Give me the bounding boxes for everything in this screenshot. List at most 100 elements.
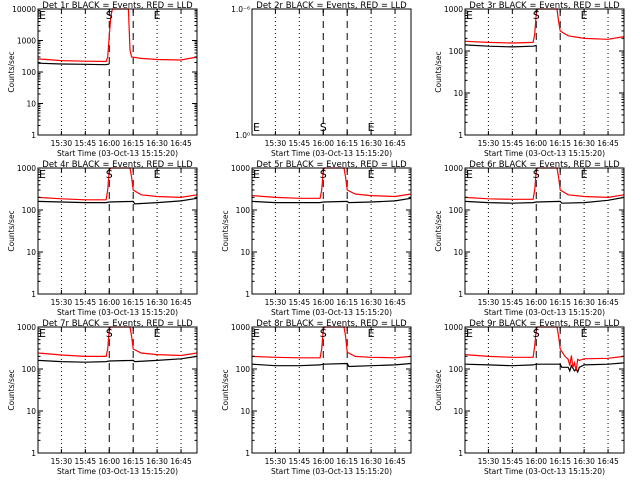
- y-axis-label: Counts/sec: [7, 210, 16, 251]
- panel-det-2r: Det 2r BLACK = Events, RED = LLD 15:30 15:…: [231, 1, 412, 158]
- x-tick-label: 16:00: [98, 139, 120, 148]
- marker-e: E: [253, 327, 260, 340]
- x-tick-label: 16:00: [525, 457, 547, 466]
- marker-s: S: [106, 168, 113, 181]
- x-tick-label: 16:15: [336, 139, 358, 148]
- x-tick-label: 15:30: [265, 457, 287, 466]
- series-line-events: [464, 44, 537, 48]
- x-tick-label: 16:30: [573, 298, 595, 307]
- x-tick-label: 15:30: [265, 298, 287, 307]
- x-tick-label: 16:30: [573, 139, 595, 148]
- x-tick-label: 15:30: [478, 457, 500, 466]
- y-tick-label: 100: [236, 365, 251, 374]
- panel-title: Det 2r BLACK = Events, RED = LLD: [256, 1, 407, 11]
- y-tick-label: 1: [245, 449, 250, 458]
- panel-title: Det 5r BLACK = Events, RED = LLD: [256, 160, 407, 170]
- y-axis-label: Counts/sec: [7, 51, 16, 92]
- x-tick-label: 16:00: [312, 139, 334, 148]
- marker-e: E: [39, 9, 46, 22]
- plot-frame: [464, 167, 625, 295]
- x-tick-label: 16:00: [312, 457, 334, 466]
- marker-s: S: [533, 9, 540, 22]
- panel-det-4r: Det 4r BLACK = Events, RED = LLD 15:30 15:…: [7, 160, 198, 317]
- x-tick-label: 15:30: [51, 457, 73, 466]
- panel-title: Det 6r BLACK = Events, RED = LLD: [469, 160, 620, 170]
- marker-e: E: [368, 168, 375, 181]
- y-tick-label: 1000: [444, 323, 463, 332]
- plot-frame: [37, 326, 198, 454]
- y-tick-label: 10: [26, 100, 36, 109]
- marker-s: S: [106, 9, 113, 22]
- x-axis-label: Start Time (03-Oct-13 15:15:20): [484, 308, 605, 317]
- x-tick-label: 16:15: [549, 457, 571, 466]
- x-tick-label: 16:15: [122, 457, 144, 466]
- y-tick-label: 10: [26, 407, 36, 416]
- y-tick-label: 1.0⁰: [235, 131, 250, 140]
- x-axis-label: Start Time (03-Oct-13 15:15:20): [484, 467, 605, 476]
- x-tick-label: 15:30: [51, 298, 73, 307]
- y-tick-label: 100: [22, 206, 37, 215]
- y-tick-label: 100: [236, 206, 251, 215]
- plot-frame: [251, 167, 412, 295]
- x-tick-label: 15:45: [75, 298, 97, 307]
- x-tick-label: 16:30: [573, 457, 595, 466]
- panel-det-1r: Det 1r BLACK = Events, RED = LLD 15:30 15:…: [7, 1, 198, 158]
- x-tick-label: 16:30: [146, 139, 168, 148]
- panel-title: Det 4r BLACK = Events, RED = LLD: [42, 160, 193, 170]
- x-tick-label: 16:15: [336, 457, 358, 466]
- series-line-events: [251, 362, 412, 368]
- panel-title: Det 7r BLACK = Events, RED = LLD: [42, 319, 193, 329]
- series-line-events: [251, 197, 412, 204]
- y-tick-label: 1: [245, 290, 250, 299]
- series-line-events: [464, 362, 625, 374]
- series-line-lld: [464, 326, 625, 372]
- y-tick-label: 1: [458, 131, 463, 140]
- x-tick-label: 15:45: [289, 139, 311, 148]
- x-tick-label: 16:00: [312, 298, 334, 307]
- x-tick-label: 16:45: [384, 298, 406, 307]
- plot-frame: [464, 326, 625, 454]
- panel-title: Det 1r BLACK = Events, RED = LLD: [42, 1, 193, 11]
- marker-s: S: [106, 327, 113, 340]
- marker-e: E: [581, 327, 588, 340]
- y-tick-label: 1000: [444, 164, 463, 173]
- y-tick-label: 1: [31, 131, 36, 140]
- series-line-events: [37, 197, 198, 205]
- panel-title: Det 8r BLACK = Events, RED = LLD: [256, 319, 407, 329]
- x-tick-label: 16:30: [360, 298, 382, 307]
- x-tick-label: 16:00: [98, 298, 120, 307]
- y-tick-label: 1: [458, 290, 463, 299]
- marker-e: E: [39, 168, 46, 181]
- x-axis-label: Start Time (03-Oct-13 15:15:20): [271, 467, 392, 476]
- x-axis-label: Start Time (03-Oct-13 15:15:20): [57, 149, 178, 158]
- x-tick-label: 15:45: [502, 298, 524, 307]
- x-tick-label: 16:45: [170, 298, 192, 307]
- x-tick-label: 15:45: [502, 139, 524, 148]
- y-tick-label: 1: [458, 449, 463, 458]
- y-axis-label: Counts/sec: [434, 210, 443, 251]
- y-tick-label: 10: [453, 248, 463, 257]
- panel-title: Det 9r BLACK = Events, RED = LLD: [469, 319, 620, 329]
- x-tick-label: 16:30: [360, 457, 382, 466]
- marker-e: E: [466, 9, 473, 22]
- x-tick-label: 16:15: [549, 139, 571, 148]
- x-tick-label: 16:45: [170, 139, 192, 148]
- marker-e: E: [39, 327, 46, 340]
- y-tick-label: 10: [26, 248, 36, 257]
- plot-frame: [251, 8, 412, 136]
- panel-det-8r: Det 8r BLACK = Events, RED = LLD 15:30 15:…: [221, 319, 412, 476]
- x-tick-label: 16:30: [146, 457, 168, 466]
- y-tick-label: 100: [449, 365, 464, 374]
- marker-s: S: [320, 168, 327, 181]
- marker-e: E: [154, 9, 161, 22]
- panel-det-5r: Det 5r BLACK = Events, RED = LLD 15:30 15:…: [221, 160, 412, 317]
- y-axis-label: Counts/sec: [434, 51, 443, 92]
- x-axis-label: Start Time (03-Oct-13 15:15:20): [57, 467, 178, 476]
- marker-e: E: [581, 168, 588, 181]
- x-tick-label: 16:30: [146, 298, 168, 307]
- x-tick-label: 15:45: [289, 298, 311, 307]
- marker-s: S: [533, 327, 540, 340]
- marker-s: S: [533, 168, 540, 181]
- x-tick-label: 16:45: [597, 298, 619, 307]
